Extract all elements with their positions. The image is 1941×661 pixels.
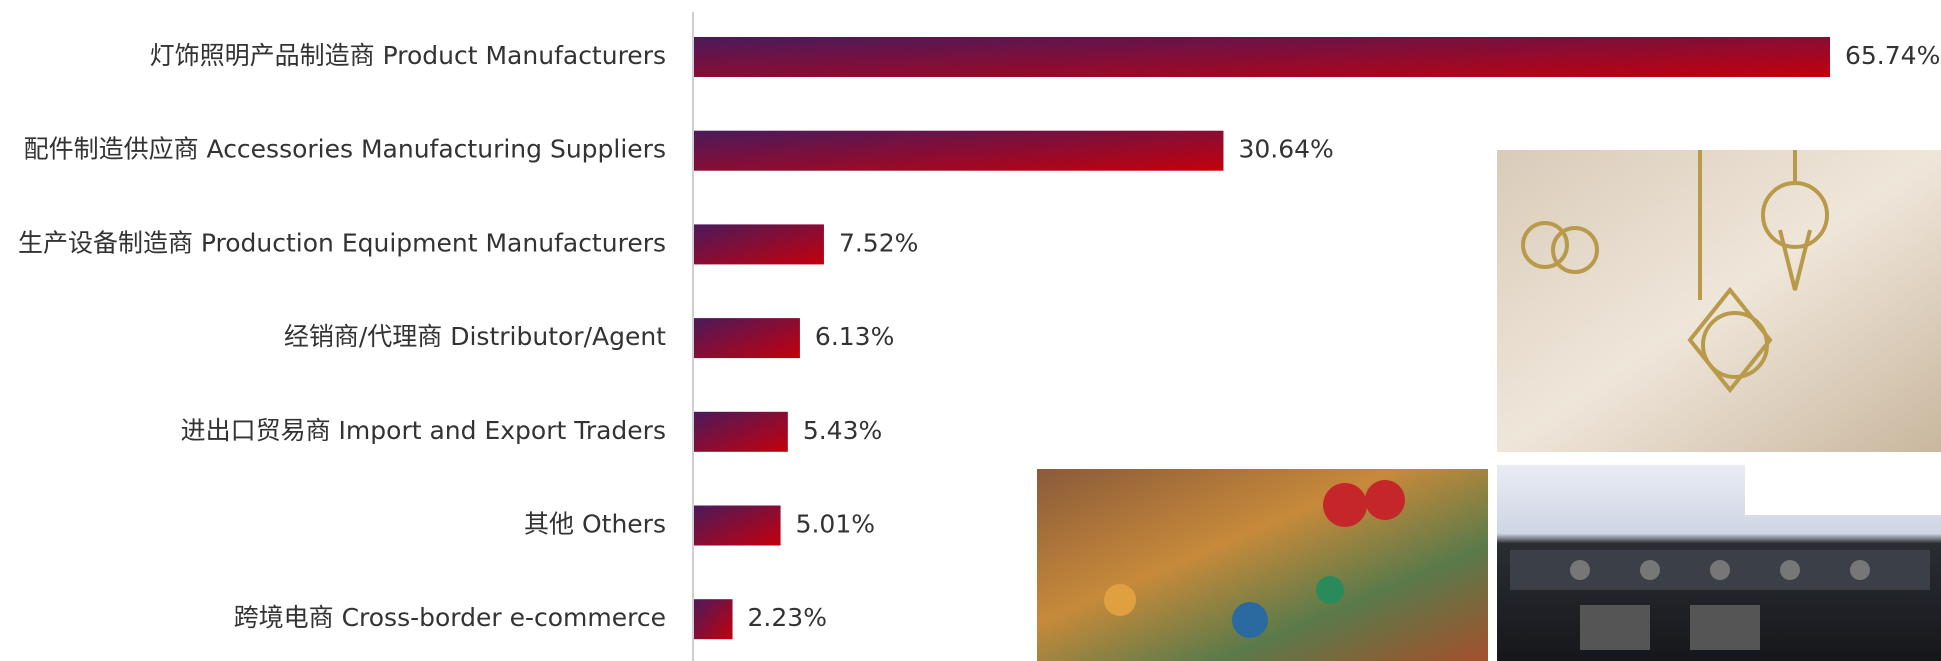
category-label: 配件制造供应商 Accessories Manufacturing Suppli… <box>24 135 666 164</box>
category-label: 经销商/代理商 Distributor/Agent <box>284 322 666 351</box>
value-label: 5.01% <box>796 510 875 539</box>
category-label: 跨境电商 Cross-border e-commerce <box>234 603 666 632</box>
bar <box>694 130 1224 171</box>
value-label: 6.13% <box>815 322 894 351</box>
value-label: 30.64% <box>1238 135 1333 164</box>
bar <box>694 599 733 640</box>
value-label: 7.52% <box>839 228 918 257</box>
category-label: 灯饰照明产品制造商 Product Manufacturers <box>150 41 666 70</box>
photo-components-detail <box>1104 480 1405 638</box>
category-label: 生产设备制造商 Production Equipment Manufacture… <box>18 228 666 257</box>
bar <box>694 224 824 265</box>
value-label: 5.43% <box>803 416 882 445</box>
photos <box>1037 150 1941 661</box>
category-label: 进出口贸易商 Import and Export Traders <box>181 416 666 445</box>
bar <box>694 411 788 452</box>
value-label: 65.74% <box>1845 41 1940 70</box>
photo-lamps-detail <box>1521 150 1829 394</box>
photo-machine-detail <box>1510 465 1941 650</box>
value-label: 2.23% <box>748 603 827 632</box>
bar <box>694 37 1830 77</box>
bar <box>694 318 800 359</box>
category-label: 其他 Others <box>524 510 666 539</box>
bar <box>694 505 781 546</box>
